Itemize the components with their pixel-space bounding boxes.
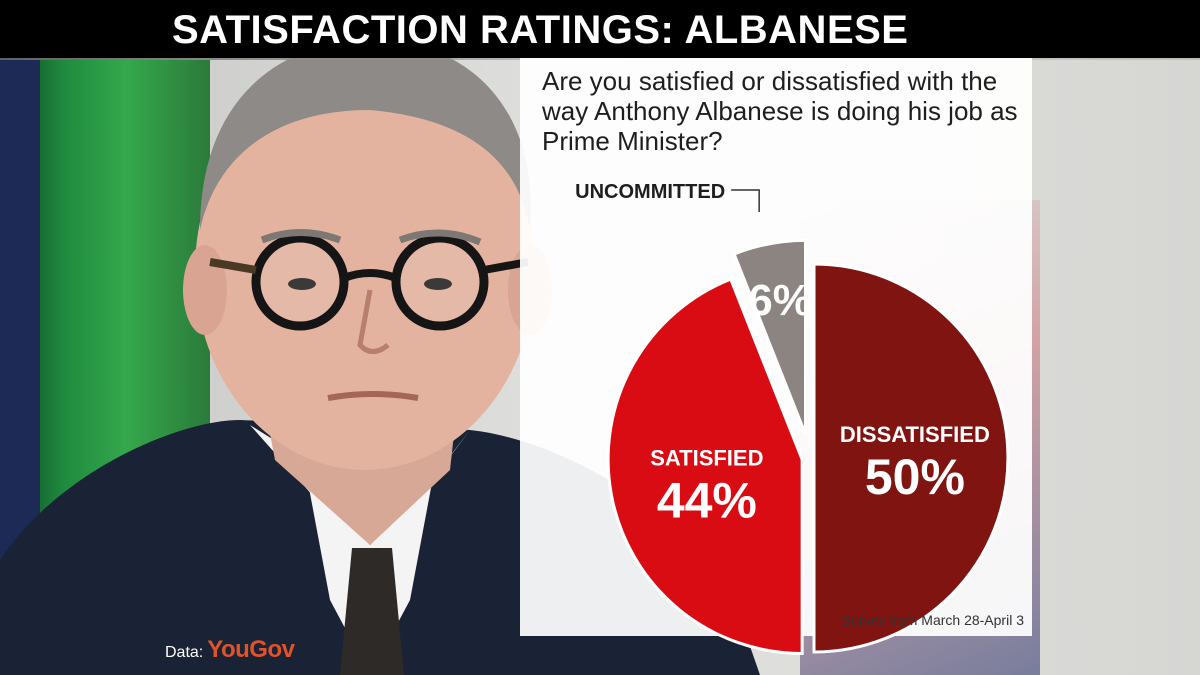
pie-slice-satisfied <box>606 277 804 656</box>
survey-question: Are you satisfied or dissatisfied with t… <box>542 66 1018 156</box>
slice-label-satisfied: SATISFIED <box>650 446 763 471</box>
header-bar: SATISFACTION RATINGS: ALBANESE <box>0 0 1200 58</box>
callout-label-uncommitted: UNCOMMITTED <box>575 181 725 203</box>
yougov-logo: YouGov <box>207 636 295 663</box>
slice-value-uncommitted: 6% <box>748 276 812 325</box>
pie-slice-dissatisfied <box>812 262 1010 654</box>
survey-date-note: Survey from March 28-April 3 <box>841 612 1024 628</box>
data-source: Data: YouGov <box>165 636 295 664</box>
slice-value-satisfied: 44% <box>657 473 757 529</box>
source-label: Data: <box>165 644 204 661</box>
slice-value-dissatisfied: 50% <box>865 449 965 505</box>
slice-label-dissatisfied: DISSATISFIED <box>840 422 990 447</box>
callout-line-uncommitted <box>731 189 760 212</box>
chart-panel: Are you satisfied or dissatisfied with t… <box>520 58 1032 656</box>
pie-slice-uncommitted <box>732 238 808 435</box>
header-title: SATISFACTION RATINGS: ALBANESE <box>172 8 909 52</box>
background-blue-flag <box>0 60 40 580</box>
